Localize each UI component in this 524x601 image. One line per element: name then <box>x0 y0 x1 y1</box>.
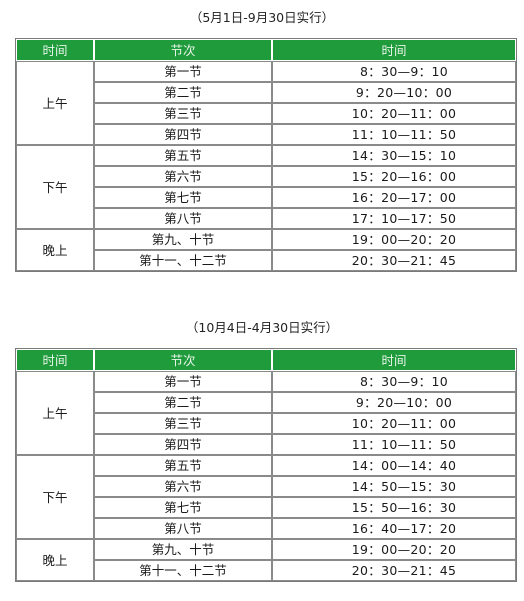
schedule-1-caption: （5月1日-9月30日实行） <box>189 10 335 25</box>
group-label-evening: 晚上 <box>16 539 94 581</box>
header-time: 时间 <box>16 349 94 371</box>
time-cell: 14：00—14：40 <box>272 455 516 476</box>
time-cell: 14：50—15：30 <box>272 476 516 497</box>
period-cell: 第二节 <box>94 392 272 413</box>
period-cell: 第八节 <box>94 208 272 229</box>
table-row: 上午 第一节 8：30—9：10 <box>16 371 516 455</box>
group-label-afternoon: 下午 <box>16 455 94 539</box>
table-header-row: 时间 节次 时间 <box>16 349 516 371</box>
table-row: 晚上 第九、十节 19：00—20：20 <box>16 229 516 271</box>
time-cell: 8：30—9：10 <box>272 61 516 82</box>
table-row: 第三节 10：20—11：00 <box>16 103 516 124</box>
table-row: 第六节 15：20—16：00 <box>16 166 516 187</box>
time-cell: 14：30—15：10 <box>272 145 516 166</box>
time-cell: 9：20—10：00 <box>272 82 516 103</box>
header-period: 节次 <box>94 349 272 371</box>
period-cell: 第五节 <box>94 145 272 166</box>
period-cell: 第九、十节 <box>94 539 272 560</box>
table-row: 第三节 10：20—11：00 <box>16 413 516 434</box>
header-clock-time: 时间 <box>272 349 516 371</box>
group-label-afternoon: 下午 <box>16 145 94 229</box>
time-cell: 20：30—21：45 <box>272 560 516 581</box>
time-cell: 15：50—16：30 <box>272 497 516 518</box>
period-cell: 第三节 <box>94 413 272 434</box>
time-cell: 17：10—17：50 <box>272 208 516 229</box>
table-row: 第二节 9：20—10：00 <box>16 392 516 413</box>
period-cell: 第四节 <box>94 434 272 455</box>
group-label-evening: 晚上 <box>16 229 94 271</box>
time-cell: 11：10—11：50 <box>272 434 516 455</box>
period-cell: 第七节 <box>94 187 272 208</box>
header-period: 节次 <box>94 39 272 61</box>
table-row: 第六节 14：50—15：30 <box>16 476 516 497</box>
table-row: 第四节 11：10—11：50 <box>16 434 516 455</box>
table-row: 上午 第一节 8：30—9：10 <box>16 61 516 145</box>
time-cell: 9：20—10：00 <box>272 392 516 413</box>
period-cell: 第四节 <box>94 124 272 145</box>
table-row: 第八节 16：40—17：20 <box>16 518 516 539</box>
time-cell: 20：30—21：45 <box>272 250 516 271</box>
time-cell: 10：20—11：00 <box>272 103 516 124</box>
group-label-morning: 上午 <box>16 371 94 455</box>
table-row: 第七节 16：20—17：00 <box>16 187 516 208</box>
time-cell: 8：30—9：10 <box>272 371 516 392</box>
period-cell: 第一节 <box>94 61 272 82</box>
table-row: 第十一、十二节 20：30—21：45 <box>16 250 516 271</box>
time-cell: 15：20—16：00 <box>272 166 516 187</box>
table-row: 第七节 15：50—16：30 <box>16 497 516 518</box>
header-time: 时间 <box>16 39 94 61</box>
table-row: 第八节 17：10—17：50 <box>16 208 516 229</box>
time-cell: 11：10—11：50 <box>272 124 516 145</box>
group-label-morning: 上午 <box>16 61 94 145</box>
table-row: 晚上 第九、十节 19：00—20：20 <box>16 539 516 581</box>
table-row: 第十一、十二节 20：30—21：45 <box>16 560 516 581</box>
period-cell: 第三节 <box>94 103 272 124</box>
schedule-table-winter: 时间 节次 时间 上午 第一节 8：30—9：10 第二节 9：20—10：00… <box>15 348 517 582</box>
time-cell: 10：20—11：00 <box>272 413 516 434</box>
schedule-table-summer: 时间 节次 时间 上午 第一节 8：30—9：10 第二节 9：20—10：00… <box>15 38 517 272</box>
period-cell: 第九、十节 <box>94 229 272 250</box>
time-cell: 19：00—20：20 <box>272 229 516 250</box>
period-cell: 第六节 <box>94 476 272 497</box>
table-row: 下午 第五节 14：30—15：10 <box>16 145 516 229</box>
period-cell: 第二节 <box>94 82 272 103</box>
table-row: 第二节 9：20—10：00 <box>16 82 516 103</box>
header-clock-time: 时间 <box>272 39 516 61</box>
period-cell: 第五节 <box>94 455 272 476</box>
period-cell: 第六节 <box>94 166 272 187</box>
period-cell: 第一节 <box>94 371 272 392</box>
schedule-2-caption: （10月4日-4月30日实行） <box>185 320 339 335</box>
table-header-row: 时间 节次 时间 <box>16 39 516 61</box>
period-cell: 第七节 <box>94 497 272 518</box>
time-cell: 16：20—17：00 <box>272 187 516 208</box>
period-cell: 第八节 <box>94 518 272 539</box>
table-row: 下午 第五节 14：00—14：40 <box>16 455 516 539</box>
time-cell: 16：40—17：20 <box>272 518 516 539</box>
time-cell: 19：00—20：20 <box>272 539 516 560</box>
table-row: 第四节 11：10—11：50 <box>16 124 516 145</box>
period-cell: 第十一、十二节 <box>94 560 272 581</box>
period-cell: 第十一、十二节 <box>94 250 272 271</box>
